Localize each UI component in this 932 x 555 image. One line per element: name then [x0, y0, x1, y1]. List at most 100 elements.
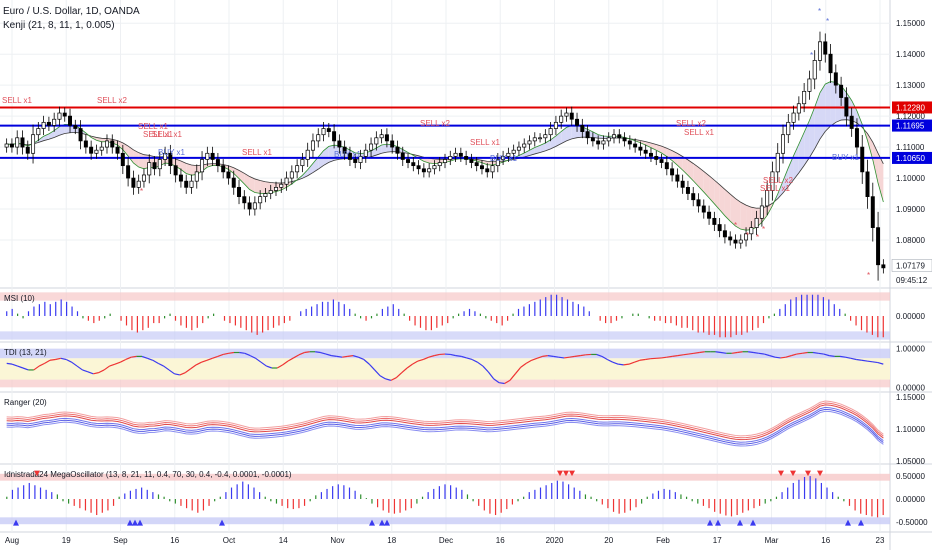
candle-body[interactable] [739, 240, 742, 243]
candle-body[interactable] [385, 135, 388, 141]
candle-body[interactable] [243, 197, 246, 203]
candle-body[interactable] [718, 225, 721, 231]
candle-body[interactable] [517, 147, 520, 150]
candle-body[interactable] [570, 113, 573, 119]
candle-body[interactable] [327, 129, 330, 132]
candle-body[interactable] [633, 144, 636, 147]
candle-body[interactable] [470, 159, 473, 162]
candle-body[interactable] [544, 135, 547, 138]
candle-body[interactable] [755, 218, 758, 227]
candle-body[interactable] [523, 144, 526, 147]
candle-body[interactable] [681, 181, 684, 187]
candle-body[interactable] [237, 187, 240, 196]
candle-body[interactable] [644, 150, 647, 153]
candle-body[interactable] [855, 129, 858, 148]
candle-body[interactable] [248, 203, 251, 209]
candle-body[interactable] [10, 144, 13, 147]
candle-body[interactable] [480, 166, 483, 169]
candle-body[interactable] [861, 147, 864, 172]
candle-body[interactable] [100, 147, 103, 150]
candle-body[interactable] [808, 79, 811, 91]
candle-body[interactable] [148, 163, 151, 175]
candle-body[interactable] [591, 138, 594, 141]
candle-body[interactable] [702, 206, 705, 212]
indicator-title[interactable]: Kenji (21, 8, 11, 1, 0.005) [3, 19, 140, 33]
symbol-title[interactable]: Euro / U.S. Dollar, 1D, OANDA [3, 5, 140, 19]
candle-body[interactable] [391, 141, 394, 147]
candle-body[interactable] [813, 60, 816, 79]
candle-body[interactable] [454, 153, 457, 156]
candle-body[interactable] [734, 240, 737, 243]
candle-body[interactable] [16, 138, 19, 147]
candle-body[interactable] [686, 187, 689, 193]
candle-body[interactable] [845, 98, 848, 117]
candle-body[interactable] [227, 172, 230, 178]
candle-body[interactable] [354, 159, 357, 162]
candle-body[interactable] [401, 153, 404, 159]
candle-body[interactable] [491, 166, 494, 172]
candle-body[interactable] [649, 153, 652, 156]
candle-body[interactable] [153, 163, 156, 169]
candle-body[interactable] [269, 190, 272, 193]
candle-body[interactable] [660, 159, 663, 162]
candle-body[interactable] [90, 147, 93, 153]
candle-body[interactable] [274, 187, 277, 190]
candle-body[interactable] [433, 166, 436, 169]
candle-body[interactable] [760, 206, 763, 218]
candle-body[interactable] [602, 141, 605, 144]
candle-body[interactable] [549, 129, 552, 135]
candle-body[interactable] [528, 141, 531, 144]
candle-body[interactable] [449, 156, 452, 159]
candle-body[interactable] [311, 141, 314, 150]
candle-body[interactable] [332, 132, 335, 141]
candle-body[interactable] [126, 166, 129, 178]
candle-body[interactable] [670, 169, 673, 175]
candle-body[interactable] [676, 175, 679, 181]
candle-body[interactable] [222, 166, 225, 172]
candle-body[interactable] [42, 122, 45, 128]
candle-body[interactable] [464, 156, 467, 159]
candle-body[interactable] [259, 197, 262, 203]
candle-body[interactable] [565, 113, 568, 116]
candle-body[interactable] [195, 172, 198, 181]
candle-body[interactable] [211, 153, 214, 159]
candle-body[interactable] [190, 181, 193, 187]
candle-body[interactable] [692, 194, 695, 200]
candle-body[interactable] [876, 228, 879, 265]
candle-body[interactable] [306, 150, 309, 159]
candle-body[interactable] [295, 166, 298, 172]
candle-body[interactable] [185, 181, 188, 187]
candle-body[interactable] [776, 153, 779, 172]
candle-body[interactable] [443, 159, 446, 162]
candle-body[interactable] [5, 144, 8, 147]
candle-body[interactable] [21, 138, 24, 147]
candle-body[interactable] [412, 163, 415, 166]
candle-body[interactable] [781, 135, 784, 154]
candle-body[interactable] [317, 135, 320, 141]
candle-body[interactable] [818, 42, 821, 61]
candle-body[interactable] [628, 141, 631, 144]
candle-body[interactable] [264, 194, 267, 197]
candle-body[interactable] [406, 159, 409, 162]
candle-body[interactable] [707, 212, 710, 218]
candle-body[interactable] [623, 138, 626, 141]
candle-body[interactable] [512, 150, 515, 153]
candle-body[interactable] [132, 178, 135, 187]
candle-body[interactable] [322, 129, 325, 135]
candle-body[interactable] [797, 104, 800, 113]
candle-body[interactable] [232, 178, 235, 187]
candle-body[interactable] [475, 163, 478, 166]
candle-body[interactable] [200, 159, 203, 171]
candle-body[interactable] [290, 172, 293, 178]
candle-body[interactable] [158, 159, 161, 168]
candle-body[interactable] [95, 150, 98, 153]
candle-body[interactable] [803, 91, 806, 103]
candle-body[interactable] [105, 141, 108, 147]
candle-body[interactable] [713, 218, 716, 224]
candle-body[interactable] [850, 116, 853, 128]
candle-body[interactable] [84, 141, 87, 147]
candle-body[interactable] [750, 228, 753, 234]
candle-body[interactable] [280, 184, 283, 187]
candle-body[interactable] [111, 141, 114, 147]
